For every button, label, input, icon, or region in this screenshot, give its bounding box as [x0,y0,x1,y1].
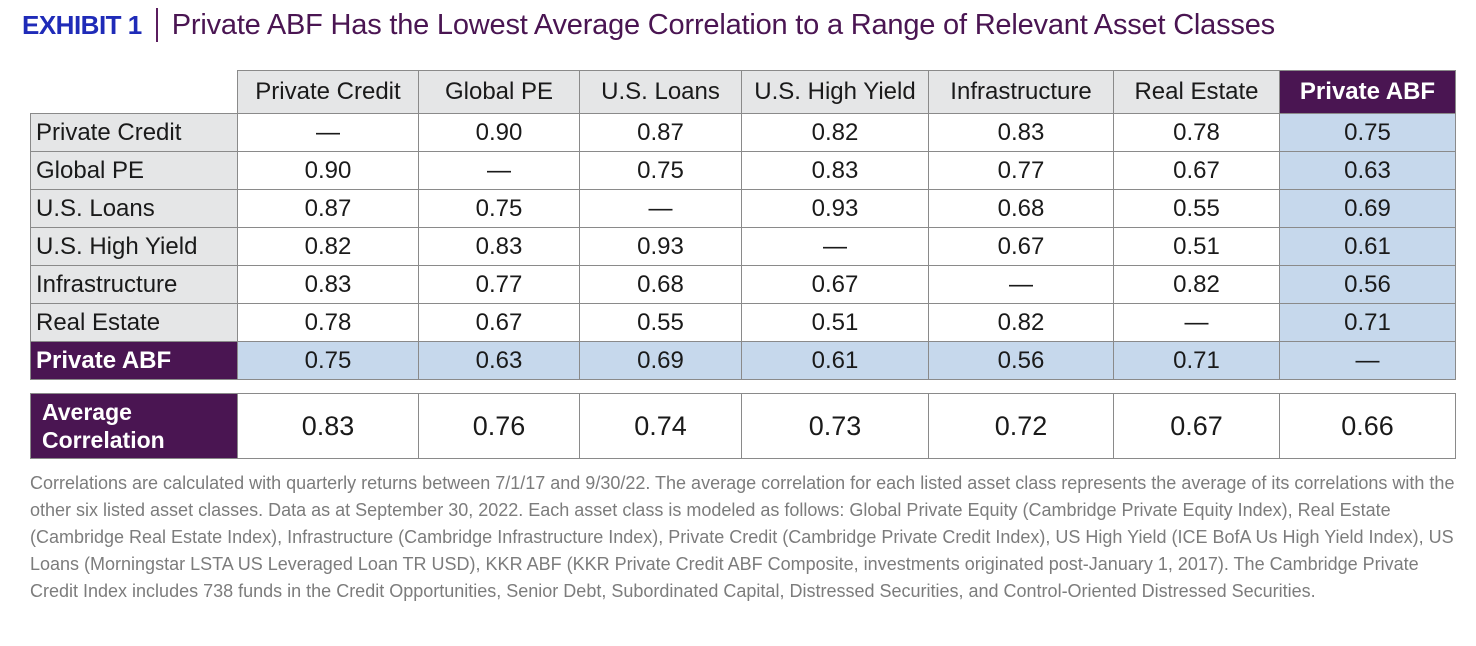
average-correlation-value: 0.66 [1279,393,1456,459]
average-correlation-value: 0.76 [418,393,580,459]
correlation-cell: 0.51 [1113,227,1280,266]
correlation-cell: 0.71 [1113,341,1280,380]
correlation-cell: 0.75 [579,151,742,190]
table-row-u-s-high-yield: U.S. High Yield 0.82 0.83 0.93—0.67 0.51 0.61 [30,227,1456,266]
table-row-u-s-loans: U.S. Loans 0.87 0.75—0.93 0.68 0.55 0.69 [30,189,1456,228]
average-label-line2: Correlation [42,427,165,453]
average-correlation-value: 0.73 [741,393,929,459]
column-header-global-pe: Global PE [418,70,580,114]
correlation-cell: — [237,113,419,152]
chart-title: Private ABF Has the Lowest Average Corre… [171,8,1275,41]
correlation-cell: 0.75 [1279,113,1456,152]
correlation-cell: 0.55 [1113,189,1280,228]
correlation-cell: 0.55 [579,303,742,342]
correlation-cell: 0.71 [1279,303,1456,342]
column-header-private-credit: Private Credit [237,70,419,114]
corner-cell [30,70,238,114]
column-header-u-s-loans: U.S. Loans [579,70,742,114]
correlation-cell: 0.68 [928,189,1114,228]
footnote: Correlations are calculated with quarter… [30,473,1455,601]
correlation-matrix: Private Credit Global PE U.S. Loans U.S. Hi… [30,70,1456,380]
correlation-cell: — [579,189,742,228]
correlation-cell: 0.61 [1279,227,1456,266]
correlation-cell: 0.78 [237,303,419,342]
correlation-cell: 0.83 [418,227,580,266]
row-label-infrastructure: Infrastructure [30,265,238,304]
correlation-cell: 0.82 [1113,265,1280,304]
column-header-infrastructure: Infrastructure [928,70,1114,114]
correlation-cell: 0.82 [928,303,1114,342]
correlation-cell: 0.83 [741,151,929,190]
correlation-cell: 0.87 [579,113,742,152]
table-row-private-abf: Private ABF 0.75 0.63 0.69 0.61 0.56 0.71— [30,341,1456,380]
average-correlation-value: 0.72 [928,393,1114,459]
correlation-cell: 0.87 [237,189,419,228]
correlation-cell: 0.90 [418,113,580,152]
correlation-cell: 0.75 [418,189,580,228]
table-row-real-estate: Real Estate 0.78 0.67 0.55 0.51 0.82—0.71 [30,303,1456,342]
column-header-u-s-high-yield: U.S. High Yield [741,70,929,114]
table-row-infrastructure: Infrastructure 0.83 0.77 0.68 0.67—0.82 0.56 [30,265,1456,304]
correlation-cell: — [741,227,929,266]
correlation-cell: 0.82 [741,113,929,152]
correlation-cell: 0.56 [928,341,1114,380]
correlation-cell: 0.61 [741,341,929,380]
average-correlation-value: 0.83 [237,393,419,459]
correlation-cell: 0.67 [1113,151,1280,190]
row-label-private-credit: Private Credit [30,113,238,152]
correlation-cell: 0.67 [928,227,1114,266]
header-divider [155,8,158,42]
average-correlation-value: 0.74 [579,393,742,459]
row-label-u-s-loans: U.S. Loans [30,189,238,228]
correlation-cell: 0.93 [579,227,742,266]
correlation-cell: 0.67 [418,303,580,342]
average-correlation-label: Average Correlation [30,393,238,459]
correlation-cell: 0.77 [418,265,580,304]
correlation-cell: 0.78 [1113,113,1280,152]
correlation-cell: 0.82 [237,227,419,266]
correlation-cell: 0.77 [928,151,1114,190]
exhibit-label: EXHIBIT 1 [22,9,142,40]
correlation-cell: 0.75 [237,341,419,380]
correlation-cell: — [928,265,1114,304]
correlation-cell: — [1113,303,1280,342]
correlation-cell: 0.63 [418,341,580,380]
row-label-real-estate: Real Estate [30,303,238,342]
correlation-cell: 0.83 [928,113,1114,152]
correlation-cell: 0.93 [741,189,929,228]
row-label-private-abf: Private ABF [30,341,238,380]
correlation-cell: 0.56 [1279,265,1456,304]
row-label-u-s-high-yield: U.S. High Yield [30,227,238,266]
correlation-cell: 0.90 [237,151,419,190]
correlation-cell: 0.69 [1279,189,1456,228]
correlation-cell: 0.51 [741,303,929,342]
average-correlation-value: 0.67 [1113,393,1280,459]
correlation-rows: Private Credit —0.90 0.87 0.82 0.83 0.78 0.75 G… [30,113,1456,380]
column-header-real-estate: Real Estate [1113,70,1280,114]
correlation-cell: 0.69 [579,341,742,380]
row-label-global-pe: Global PE [30,151,238,190]
average-correlation-table: Average Correlation 0.83 0.76 0.74 0.73 0.72… [30,393,1456,459]
correlation-cell: 0.68 [579,265,742,304]
average-correlation-row: Average Correlation 0.83 0.76 0.74 0.73 0.72… [30,393,1456,459]
correlation-cell: 0.67 [741,265,929,304]
table-row-global-pe: Global PE 0.90—0.75 0.83 0.77 0.67 0.63 [30,151,1456,190]
column-header-private-abf: Private ABF [1279,70,1456,114]
correlation-cell: — [418,151,580,190]
correlation-cell: — [1279,341,1456,380]
correlation-cell: 0.83 [237,265,419,304]
exhibit-header: EXHIBIT 1 Private ABF Has the Lowest Ave… [22,4,1275,46]
table-row-private-credit: Private Credit —0.90 0.87 0.82 0.83 0.78 0.75 [30,113,1456,152]
column-header-row: Private Credit Global PE U.S. Loans U.S. Hi… [30,70,1456,114]
correlation-cell: 0.63 [1279,151,1456,190]
average-label-line1: Average [42,399,132,425]
